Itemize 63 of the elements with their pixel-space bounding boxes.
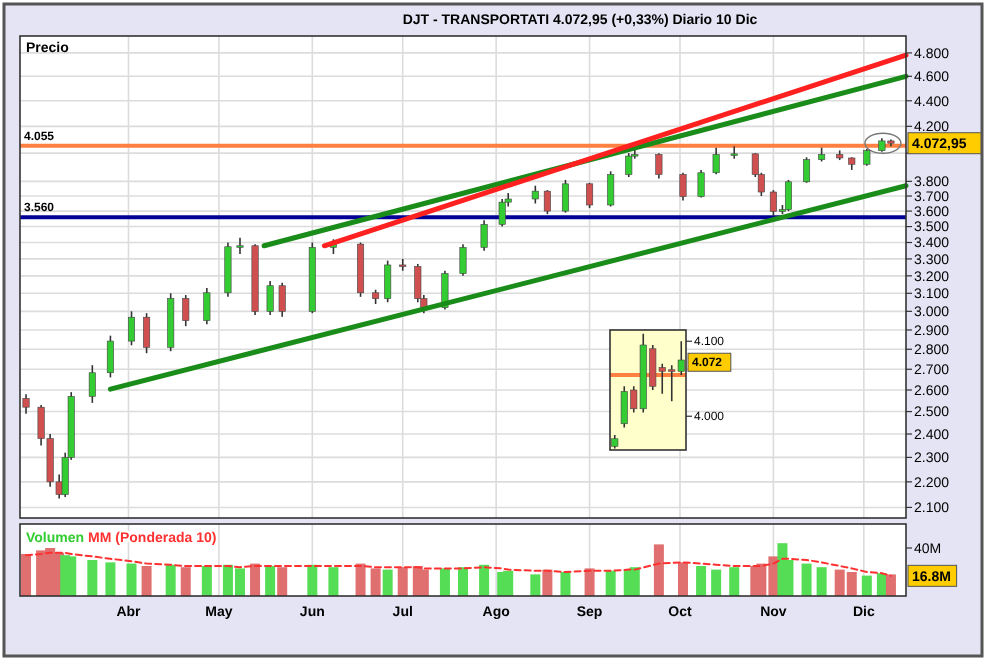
candlestick [266,280,274,316]
bar [397,567,408,596]
candlestick [480,219,488,252]
bar [355,563,366,596]
candlestick [803,156,811,184]
candlestick [143,312,151,354]
candlestick [106,334,114,379]
bar [605,570,616,596]
bar [87,560,98,596]
bar [277,567,288,596]
bar [584,568,595,596]
candlestick [586,182,594,209]
candlestick [655,152,663,180]
bar [180,567,191,596]
bar [503,570,514,596]
candlestick [607,170,615,208]
bar [418,569,429,596]
bar [250,563,261,596]
bar [105,562,116,596]
candlestick [278,281,286,318]
candlestick [182,294,190,327]
candlestick [625,152,633,178]
bar [126,563,137,596]
candlestick [730,145,738,160]
bar [560,572,571,596]
bar [439,568,450,596]
bar [530,574,541,596]
bar [729,567,740,596]
candlestick [498,198,506,228]
bar [479,564,490,596]
bar [328,567,339,596]
candlestick [697,169,705,199]
bar [458,567,468,596]
bar [165,564,176,596]
candlestick [384,259,392,304]
candlestick [399,258,407,272]
bar [370,568,381,596]
bar [801,563,812,596]
bar [201,566,212,596]
bar [66,556,77,596]
candlestick [543,189,551,215]
bar [307,564,318,596]
bar [653,544,664,596]
candlestick [128,310,135,347]
candlestick [712,146,720,175]
bar [885,574,896,596]
bar [629,567,640,596]
candlestick [679,171,687,202]
candlestick [561,179,569,214]
bar [141,566,152,596]
bar [382,569,393,596]
bar [861,575,872,596]
bar [816,567,827,596]
candlestick [88,364,96,404]
bar [711,569,722,596]
candlestick [224,241,232,298]
candlestick [784,179,792,212]
candlestick [236,236,244,255]
bar [677,562,688,596]
bar [265,566,276,596]
candlestick [203,287,211,326]
bar [696,566,707,596]
candlestick [459,243,467,277]
